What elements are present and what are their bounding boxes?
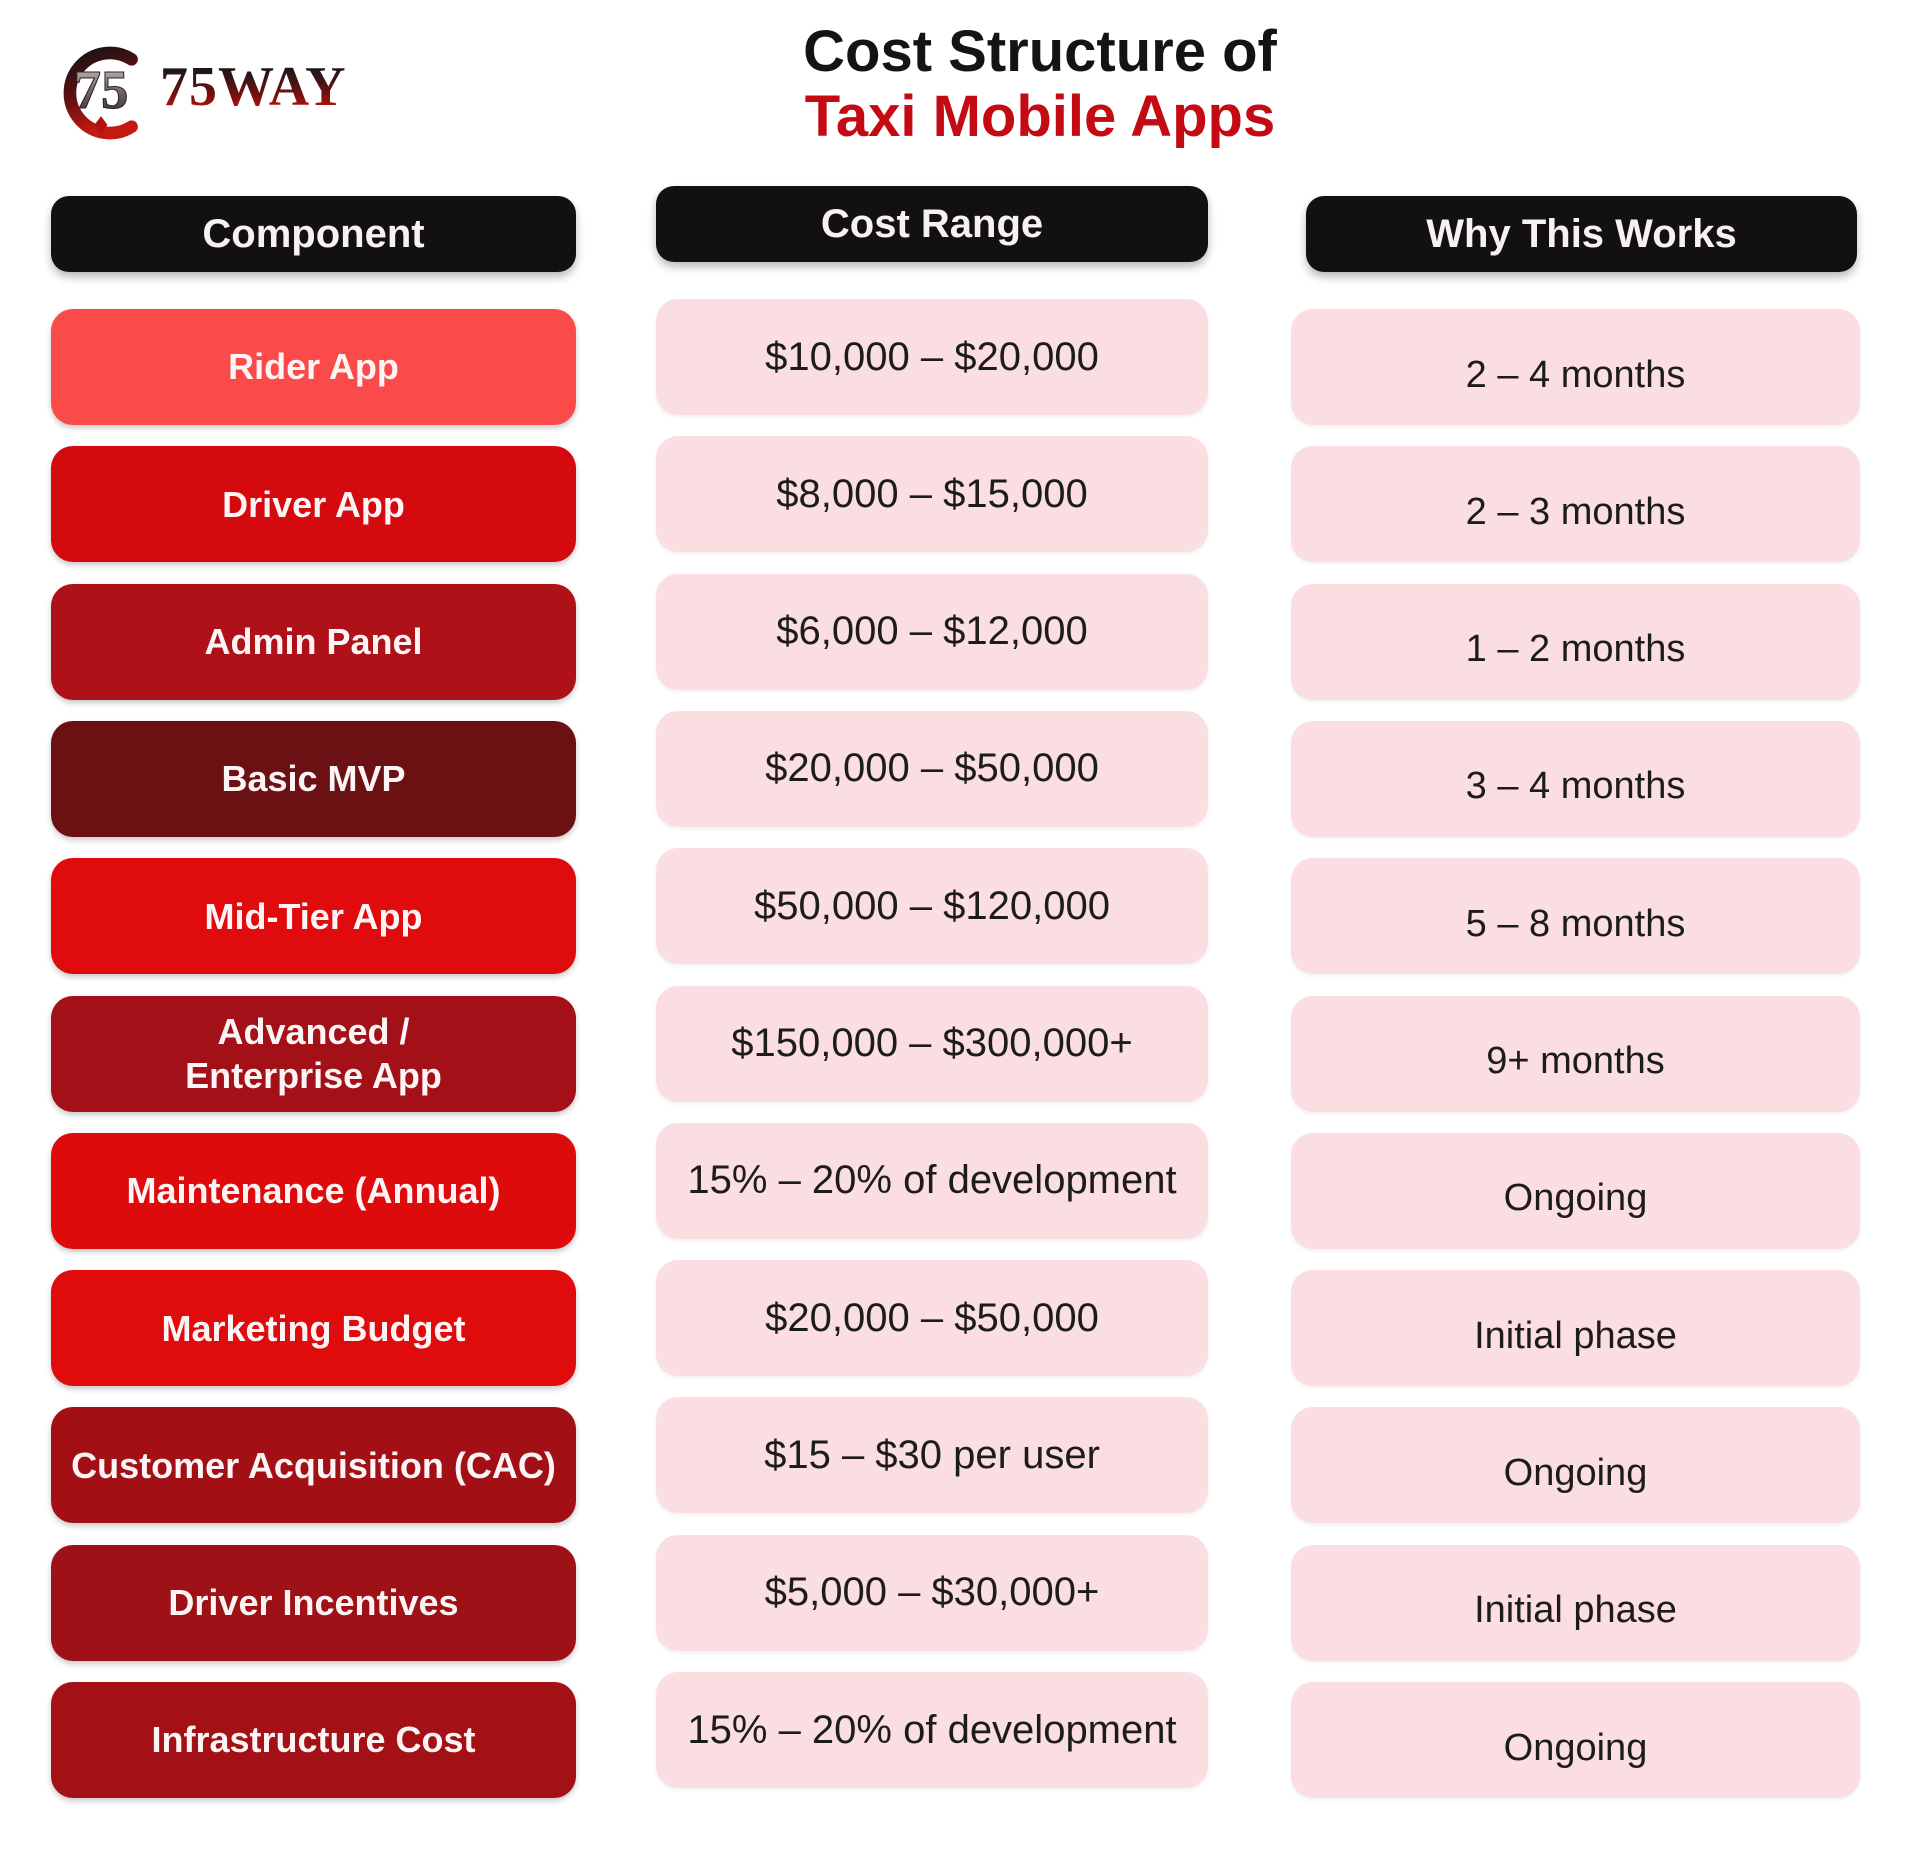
title-line2: Taxi Mobile Apps	[804, 83, 1276, 149]
cost-range-column: Cost Range $10,000 – $20,000 $8,000 – $15…	[656, 0, 1208, 1840]
cost-cell: $50,000 – $120,000	[656, 848, 1208, 965]
component-cell: Customer Acquisition (CAC)	[51, 1407, 576, 1524]
cost-cell: $5,000 – $30,000+	[656, 1534, 1208, 1651]
cost-cell: $8,000 – $15,000	[656, 436, 1208, 553]
cost-cell: $10,000 – $20,000	[656, 299, 1208, 415]
why-cell: Ongoing	[1291, 1407, 1860, 1524]
component-cell: Marketing Budget	[51, 1270, 576, 1387]
column-header-why-this-works: Why This Works	[1306, 196, 1857, 272]
component-cell: Maintenance (Annual)	[51, 1132, 576, 1249]
component-cell: Advanced / Enterprise App	[51, 995, 576, 1112]
why-cell: 3 – 4 months	[1291, 720, 1860, 837]
cost-cell: $6,000 – $12,000	[656, 573, 1208, 690]
cost-cell: $20,000 – $50,000	[656, 1260, 1208, 1377]
why-cell: 2 – 4 months	[1291, 309, 1860, 425]
page-title: Cost Structure of Taxi Mobile Apps	[640, 19, 1440, 150]
cost-cell: $15 – $30 per user	[656, 1397, 1208, 1514]
logo: 75 75WAY	[46, 34, 347, 152]
why-cell: 9+ months	[1291, 995, 1860, 1112]
component-cell: Driver App	[51, 446, 576, 563]
why-cell: Initial phase	[1291, 1544, 1860, 1661]
logo-mark-text: 75	[74, 59, 129, 120]
component-column: Component Rider App Driver App Admin Panel…	[51, 0, 576, 1850]
logo-wordmark: 75WAY	[160, 56, 347, 118]
why-this-works-column: Why This Works 2 – 4 months 2 – 3 months 1…	[1291, 0, 1860, 1850]
cost-cell: $150,000 – $300,000+	[656, 985, 1208, 1102]
component-cell: Admin Panel	[51, 583, 576, 700]
why-cell: 1 – 2 months	[1291, 583, 1860, 700]
cost-cell: 15% – 20% of development	[656, 1122, 1208, 1239]
title-line1: Cost Structure of	[803, 19, 1277, 84]
component-cell: Infrastructure Cost	[51, 1682, 576, 1798]
component-cell: Rider App	[51, 309, 576, 425]
cost-cell: 15% – 20% of development	[656, 1672, 1208, 1788]
why-cell: Ongoing	[1291, 1682, 1860, 1798]
logo-mark-icon: 75	[63, 46, 138, 140]
component-cell: Basic MVP	[51, 720, 576, 837]
component-cell: Mid-Tier App	[51, 858, 576, 975]
component-cell: Driver Incentives	[51, 1544, 576, 1661]
why-cell: Ongoing	[1291, 1132, 1860, 1249]
why-cell: Initial phase	[1291, 1270, 1860, 1387]
why-cell: 2 – 3 months	[1291, 446, 1860, 563]
why-cell: 5 – 8 months	[1291, 858, 1860, 975]
column-header-component: Component	[51, 196, 576, 272]
cost-cell: $20,000 – $50,000	[656, 710, 1208, 827]
column-header-cost-range: Cost Range	[656, 186, 1208, 262]
